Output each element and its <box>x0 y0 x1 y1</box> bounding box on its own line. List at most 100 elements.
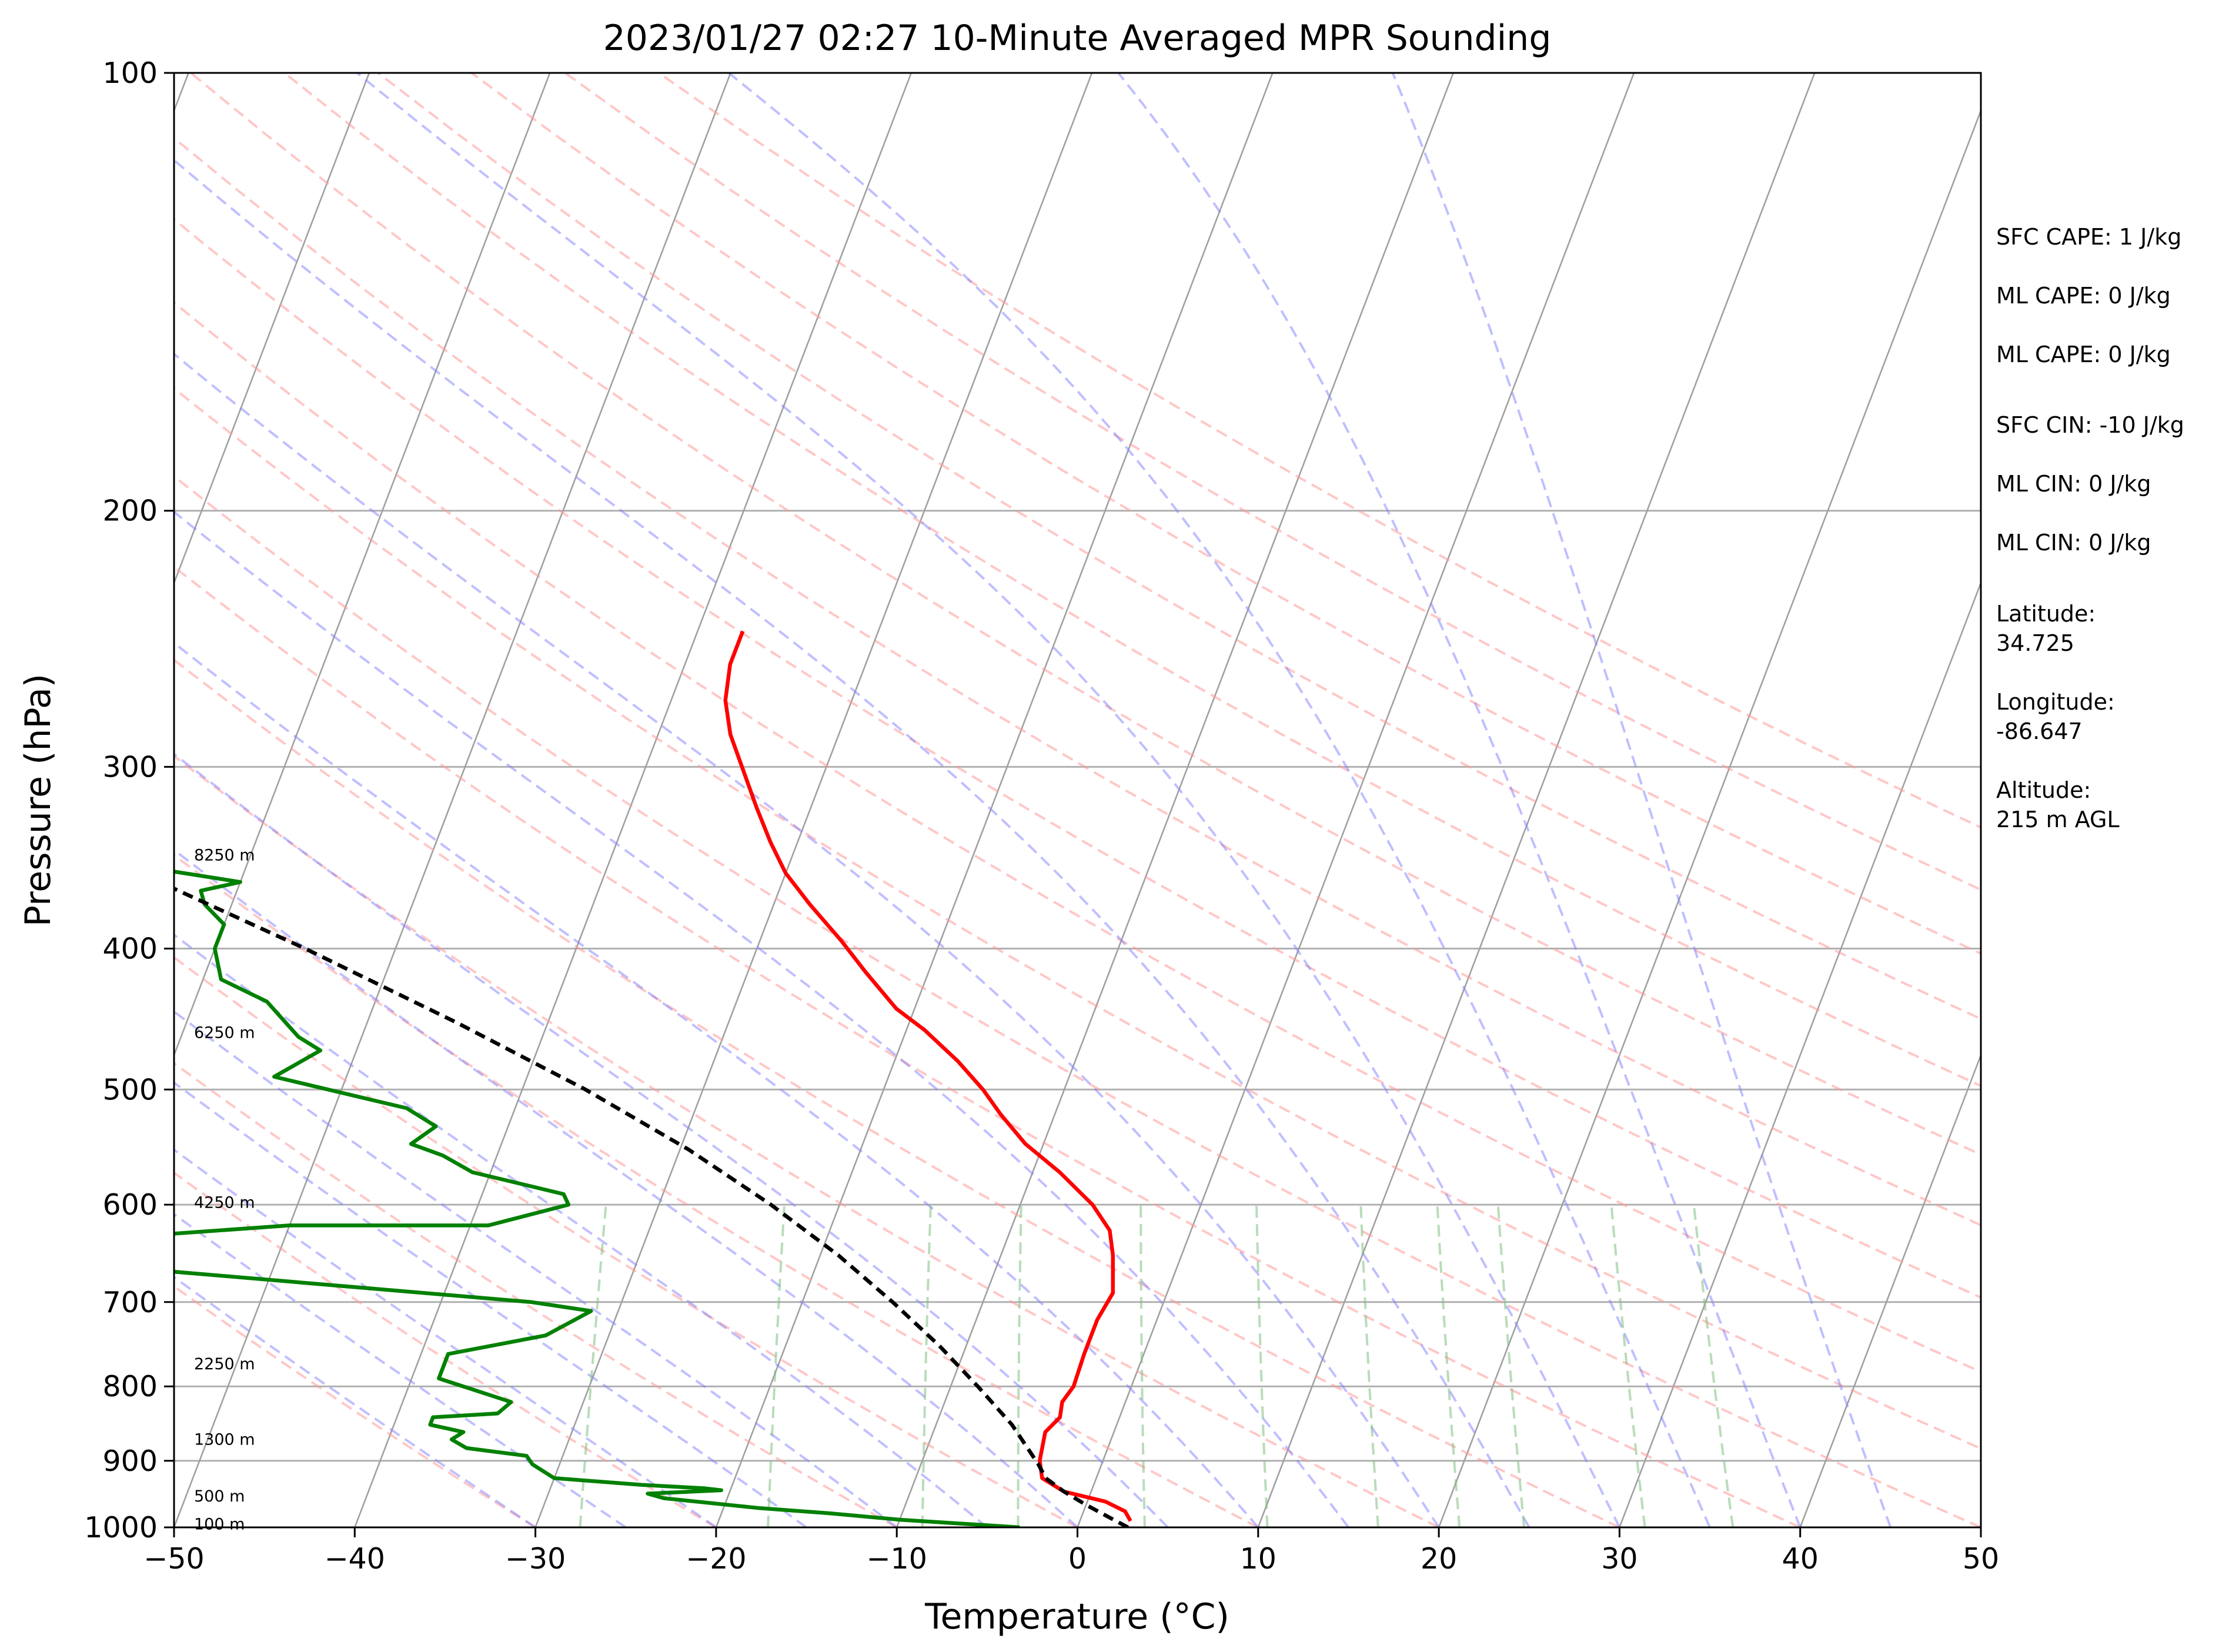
isotherm-line <box>534 73 1093 1527</box>
y-tick-label: 400 <box>102 932 158 965</box>
x-tick-label: 20 <box>1421 1542 1457 1576</box>
mixing-ratio-line <box>1139 1205 1146 1527</box>
x-tick-label: −10 <box>866 1542 927 1576</box>
dry-adiabat-line <box>658 73 1981 829</box>
x-tick-label: 0 <box>1068 1542 1087 1576</box>
y-axis-label: Pressure (hPa) <box>18 674 59 927</box>
longitude-value: -86.647 <box>1996 718 2083 744</box>
moist-adiabat-line <box>356 73 1621 1527</box>
moist-adiabat-line <box>174 752 1169 1527</box>
moist-adiabat-line <box>174 1275 536 1527</box>
isotherm-line <box>1619 580 1981 1527</box>
mixing-ratio-line <box>1255 1205 1269 1527</box>
height-label: 500 m <box>194 1487 245 1506</box>
temperature-line <box>723 630 1132 1522</box>
y-tick-label: 800 <box>102 1370 158 1403</box>
dry-adiabat-line <box>470 73 1981 955</box>
x-tick-label: −40 <box>325 1542 385 1576</box>
dry-adiabat-line <box>174 658 1620 1527</box>
y-tick-label: 100 <box>102 56 158 90</box>
isotherm-line <box>1799 1053 1981 1527</box>
moist-adiabat-line <box>174 848 1078 1527</box>
moist-adiabat-line <box>174 933 988 1527</box>
sfc-cin-text: SFC CIN: -10 J/kg <box>1996 412 2184 438</box>
height-label: 6250 m <box>194 1024 255 1042</box>
isotherm-line <box>715 73 1274 1527</box>
dry-adiabat-line <box>174 565 1801 1527</box>
mixing-ratio-line <box>1496 1204 1526 1527</box>
mixing-ratio-line <box>1359 1205 1379 1527</box>
y-tick-label: 700 <box>102 1286 158 1319</box>
ml-cape-text-1: ML CAPE: 0 J/kg <box>1996 283 2171 309</box>
x-axis-ticks: −50 −40 −30 −20 −10 0 10 20 30 40 50 <box>143 1527 1999 1576</box>
height-label: 2250 m <box>194 1355 255 1373</box>
dry-adiabat-line <box>174 1285 536 1527</box>
x-tick-label: −30 <box>505 1542 566 1576</box>
x-tick-label: 30 <box>1601 1542 1638 1576</box>
dry-adiabat-line <box>283 73 1981 1088</box>
y-tick-label: 600 <box>102 1188 158 1222</box>
dry-adiabat-line <box>190 73 1981 1156</box>
moist-adiabat-line <box>174 158 1530 1527</box>
altitude-value: 215 m AGL <box>1996 807 2120 832</box>
isotherm-line <box>174 73 551 1058</box>
isotherm-line <box>354 73 912 1527</box>
info-panel: SFC CAPE: 1 J/kg ML CAPE: 0 J/kg ML CAPE… <box>1996 224 2184 832</box>
mixing-ratio-line <box>921 1205 932 1527</box>
dry-adiabat-line <box>377 73 1981 1021</box>
isotherm-line <box>174 73 731 1527</box>
ml-cin-text-1: ML CIN: 0 J/kg <box>1996 471 2151 497</box>
dry-adiabat-line <box>174 1062 898 1527</box>
isotherm-line <box>1077 73 1635 1527</box>
y-tick-label: 200 <box>102 494 158 528</box>
y-tick-label: 500 <box>102 1073 158 1106</box>
dry-adiabat-line <box>174 218 1981 1299</box>
mixing-ratio-line <box>1436 1204 1461 1527</box>
mixing-ratio-line <box>1692 1204 1735 1527</box>
moist-adiabat-line <box>1117 73 1802 1527</box>
parcel-path-line <box>174 886 1129 1527</box>
x-tick-label: 10 <box>1240 1542 1276 1576</box>
x-axis-label: Temperature (°C) <box>924 1596 1229 1637</box>
moist-adiabat-line <box>174 641 1259 1527</box>
dry-adiabat-line <box>174 136 1981 1227</box>
height-label: 4250 m <box>194 1194 255 1212</box>
dry-adiabat-line <box>174 754 1439 1527</box>
sounding-series <box>174 630 1132 1527</box>
mixing-ratio-line <box>1610 1204 1646 1527</box>
ml-cape-text-2: ML CAPE: 0 J/kg <box>1996 342 2171 367</box>
y-axis-ticks: 100 200 300 400 500 600 700 800 900 1000 <box>84 56 174 1544</box>
moist-adiabat-line <box>174 1081 807 1527</box>
isotherm-line <box>895 73 1454 1527</box>
dry-adiabat-line <box>174 956 1078 1527</box>
x-tick-label: −50 <box>143 1542 204 1576</box>
ml-cin-text-2: ML CIN: 0 J/kg <box>1996 530 2151 556</box>
dry-adiabat-line <box>564 73 1981 891</box>
moist-adiabat-line <box>728 73 1711 1527</box>
plot-background <box>174 73 1981 1527</box>
x-tick-label: −20 <box>686 1542 746 1576</box>
isotherm-line <box>174 73 370 586</box>
moist-adiabat-line <box>174 510 1350 1527</box>
height-label: 8250 m <box>194 847 255 865</box>
dewpoint-line <box>174 870 1020 1527</box>
mixing-ratio-line <box>579 1204 607 1527</box>
height-label: 1300 m <box>194 1430 255 1449</box>
isotherm-line <box>1438 108 1981 1527</box>
moist-adiabat-line <box>174 1212 627 1527</box>
y-tick-label: 300 <box>102 750 158 784</box>
y-tick-label: 900 <box>102 1444 158 1478</box>
dry-adiabat-line <box>174 474 1981 1527</box>
background-lines <box>174 73 1981 1527</box>
altitude-label: Altitude: <box>1996 777 2091 803</box>
longitude-label: Longitude: <box>1996 689 2115 715</box>
latitude-value: 34.725 <box>1996 630 2074 656</box>
x-tick-label: 40 <box>1782 1542 1819 1576</box>
moist-adiabat-line <box>174 1010 898 1527</box>
height-label: 100 m <box>194 1516 245 1534</box>
mixing-ratio-line <box>1017 1205 1022 1527</box>
mixing-ratio-line <box>767 1204 786 1527</box>
sfc-cape-text: SFC CAPE: 1 J/kg <box>1996 224 2181 250</box>
dry-adiabat-line <box>174 386 1981 1450</box>
